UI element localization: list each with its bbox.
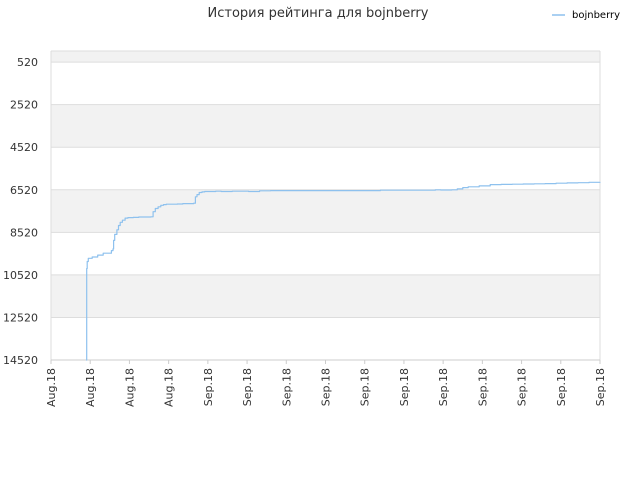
x-tick-label: Sep.18 — [476, 368, 489, 406]
legend-label-bojnberry: bojnberry — [572, 10, 620, 21]
y-axis-ticks: 520 2520 4520 6520 8520 10520 12520 14520 — [3, 56, 38, 367]
plot-band — [51, 147, 600, 190]
x-tick-label: Sep.18 — [594, 368, 607, 406]
series-layer — [86, 181, 601, 361]
plot-band — [51, 189, 600, 233]
y-tick-label: 2520 — [10, 99, 38, 112]
x-tick-label: Sep.18 — [359, 368, 372, 406]
y-tick-label: 6520 — [10, 184, 38, 197]
x-tick-label: Aug.18 — [45, 368, 58, 407]
plot-band — [51, 62, 600, 105]
x-tick-label: Aug.18 — [123, 368, 136, 407]
y-tick-label: 14520 — [3, 354, 38, 367]
y-tick-label: 4520 — [10, 141, 38, 154]
plot-band — [51, 232, 600, 275]
x-tick-label: Sep.18 — [555, 368, 568, 406]
x-tick-label: Aug.18 — [84, 368, 97, 407]
plot-bands — [51, 51, 600, 360]
legend: bojnberry — [552, 10, 620, 21]
x-tick-label: Sep.18 — [398, 368, 411, 406]
x-tick-label: Sep.18 — [320, 368, 333, 406]
plot-band — [51, 274, 600, 318]
x-tick-label: Sep.18 — [437, 368, 450, 406]
plot-band — [51, 317, 600, 360]
y-tick-label: 10520 — [3, 269, 38, 282]
y-tick-label: 520 — [17, 56, 38, 69]
plot-band-top — [51, 51, 600, 63]
grid-lines — [50, 50, 601, 361]
x-tick-label: Sep.18 — [516, 368, 529, 406]
series-line-bojnberry — [86, 181, 601, 361]
x-axis-ticks: Aug.18 Aug.18 Aug.18 Aug.18 Sep.18 Sep.18 Sep.… — [45, 360, 607, 407]
x-tick-label: Sep.18 — [241, 368, 254, 406]
x-tick-label: Aug.18 — [163, 368, 176, 407]
y-tick-label: 12520 — [3, 311, 38, 324]
chart-title: История рейтинга для bojnberry — [208, 6, 429, 21]
plot-band — [51, 104, 600, 148]
x-tick-label: Sep.18 — [280, 368, 293, 406]
x-tick-label: Sep.18 — [202, 368, 215, 406]
y-tick-label: 8520 — [10, 226, 38, 239]
